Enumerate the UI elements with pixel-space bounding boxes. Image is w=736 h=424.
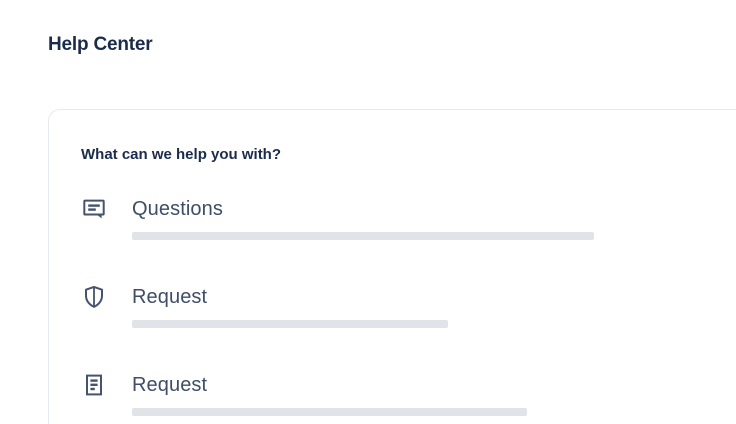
help-item-questions[interactable]: Questions	[81, 194, 735, 240]
help-item-request-shield[interactable]: Request	[81, 282, 735, 328]
card-heading: What can we help you with?	[81, 146, 282, 163]
page-title: Help Center	[48, 34, 153, 55]
chat-bubble-icon	[83, 199, 105, 219]
shield-icon	[85, 285, 103, 308]
help-card: What can we help you with? Questions	[48, 109, 736, 424]
skeleton-bar	[132, 408, 527, 416]
document-icon	[86, 374, 102, 396]
help-item-body: Request	[132, 370, 527, 416]
skeleton-bar	[132, 320, 448, 328]
help-item-label[interactable]: Request	[132, 286, 208, 308]
help-item-body: Questions	[132, 194, 594, 240]
help-center-page: Help Center What can we help you with? Q…	[0, 33, 736, 424]
help-item-label[interactable]: Questions	[132, 198, 223, 220]
help-item-list: Questions Request	[81, 194, 735, 416]
help-item-request-document[interactable]: Request	[81, 370, 735, 416]
skeleton-bar	[132, 232, 594, 240]
help-item-label[interactable]: Request	[132, 374, 208, 396]
help-item-body: Request	[132, 282, 448, 328]
